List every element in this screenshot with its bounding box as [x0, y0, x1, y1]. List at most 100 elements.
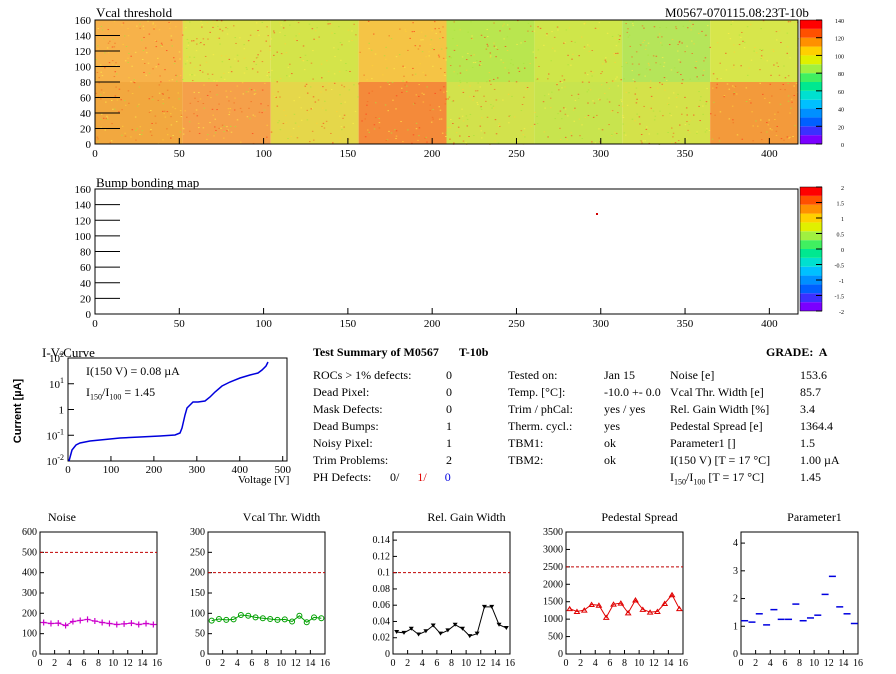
small-y-tick: 0 — [558, 649, 563, 660]
small-x-tick: 2 — [220, 658, 225, 669]
small-y-tick: 0 — [200, 649, 205, 660]
vcal-y-tick: 0 — [86, 139, 92, 151]
vcal-x-tick: 400 — [761, 148, 778, 160]
iv-y-tick: 10-1 — [46, 427, 64, 442]
summary-value: yes / yes — [604, 402, 646, 416]
small-x-tick: 8 — [96, 658, 101, 669]
bump-x-tick: 50 — [174, 318, 186, 330]
small-x-tick: 12 — [123, 658, 133, 669]
small-y-tick: 3 — [733, 566, 738, 577]
small-y-tick: 2500 — [543, 562, 563, 573]
small-y-tick: 4 — [733, 538, 738, 549]
small-y-tick: 2 — [733, 594, 738, 605]
summary-value: 0 — [446, 368, 452, 382]
small-x-tick: 14 — [838, 658, 848, 669]
summary-label: Trim / phCal: — [508, 402, 573, 416]
ph-defects-row: PH Defects: — [313, 470, 372, 484]
small-y-tick: 600 — [22, 527, 37, 538]
data-point — [675, 605, 683, 612]
bump-color-scale: -2 -1.5 -1 -0.5 0 0.5 1 1.5 2 — [799, 186, 845, 316]
small-x-tick: 16 — [678, 658, 688, 669]
small-y-tick: 1000 — [543, 614, 563, 625]
small-x-tick: 8 — [797, 658, 802, 669]
small-y-tick: 100 — [22, 629, 37, 640]
bump-x-tick: 350 — [677, 318, 694, 330]
small-y-tick: 250 — [190, 547, 205, 558]
svg-text:-1: -1 — [839, 279, 844, 285]
summary-value: 2 — [446, 453, 452, 467]
small-x-tick: 0 — [38, 658, 43, 669]
vcal-y-axis: 0 20 40 60 80 100 120 140 160 — [75, 15, 120, 151]
data-point — [296, 612, 303, 619]
small-y-tick: 0.04 — [373, 616, 391, 627]
data-point — [237, 611, 244, 618]
vcal-x-tick: 0 — [92, 148, 98, 160]
summary-value: 3.4 — [800, 402, 815, 416]
bump-x-tick: 0 — [92, 318, 98, 330]
data-point — [408, 626, 414, 631]
summary-label: Noisy Pixel: — [313, 436, 373, 450]
svg-text:-0.5: -0.5 — [835, 264, 845, 270]
small-y-tick: 300 — [22, 588, 37, 599]
iv-xlabel: Voltage [V] — [238, 474, 290, 486]
small-x-tick: 16 — [320, 658, 330, 669]
small-y-tick: 3500 — [543, 527, 563, 538]
iv-x-tick: 100 — [103, 464, 120, 476]
summary-label: Tested on: — [508, 368, 558, 382]
summary-label: Trim Problems: — [313, 453, 389, 467]
small-x-tick: 10 — [276, 658, 286, 669]
bump-map-title: Bump bonding map — [96, 175, 200, 190]
small-y-tick: 400 — [22, 568, 37, 579]
small-chart-title: Parameter1 — [787, 510, 842, 524]
small-y-tick: 0 — [385, 649, 390, 660]
small-y-tick: 2000 — [543, 579, 563, 590]
data-point — [55, 620, 62, 627]
dead-bump-marker — [596, 213, 598, 215]
data-point — [252, 614, 259, 621]
bump-y-tick: 160 — [75, 184, 92, 196]
small-x-tick: 14 — [663, 658, 673, 669]
data-point — [668, 591, 676, 598]
vcal-x-tick: 350 — [677, 148, 694, 160]
data-point — [121, 620, 128, 627]
series-line — [211, 614, 322, 623]
small-x-tick: 2 — [52, 658, 57, 669]
small-x-tick: 0 — [739, 658, 744, 669]
iv-title: I-V-Curve — [42, 345, 95, 360]
data-point — [595, 602, 603, 608]
small-x-tick: 12 — [291, 658, 301, 669]
small-x-tick: 8 — [264, 658, 269, 669]
vcal-x-tick: 150 — [340, 148, 357, 160]
data-point — [303, 619, 310, 626]
small-x-tick: 4 — [768, 658, 773, 669]
ratio-row-value: 1.45 — [800, 470, 821, 484]
roc-block — [182, 82, 271, 144]
small-y-tick: 3000 — [543, 544, 563, 555]
bump-y-tick: 140 — [75, 200, 92, 212]
data-point — [573, 608, 581, 614]
summary-value: Jan 15 — [604, 368, 635, 382]
iv-y-tick: 101 — [49, 376, 64, 391]
small-x-tick: 16 — [853, 658, 863, 669]
summary-label: Noise [e] — [670, 368, 715, 382]
roc-block — [446, 82, 535, 144]
small-y-tick: 500 — [22, 547, 37, 558]
data-point — [113, 621, 120, 628]
bump-y-tick: 40 — [80, 278, 92, 290]
vcal-x-tick: 100 — [255, 148, 272, 160]
summary-value: 0 — [446, 402, 452, 416]
iv-x-tick: 300 — [189, 464, 206, 476]
small-y-tick: 0.06 — [373, 600, 391, 611]
vcal-x-tick: 250 — [508, 148, 525, 160]
summary-label: I(150 V) [T = 17 °C] — [670, 453, 771, 467]
ph-defects-values: 0/1/0 — [390, 470, 451, 484]
data-point — [566, 605, 574, 612]
small-x-tick: 6 — [249, 658, 254, 669]
svg-text:0.5: 0.5 — [837, 233, 845, 239]
small-x-tick: 10 — [108, 658, 118, 669]
vcal-x-axis: 0 50 100 150 200 250 300 350 400 — [92, 138, 778, 160]
small-y-tick: 50 — [195, 629, 205, 640]
small-x-tick: 6 — [81, 658, 86, 669]
summary-value: ok — [604, 436, 616, 450]
